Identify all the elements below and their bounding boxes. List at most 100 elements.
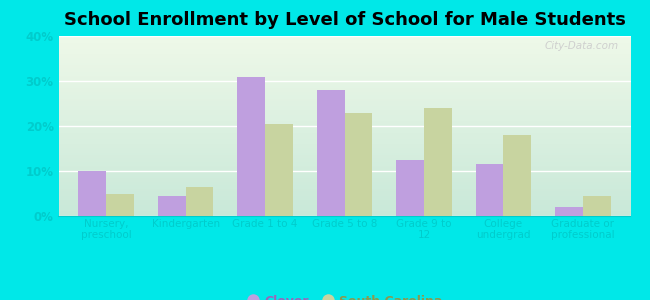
Bar	[58, 59, 630, 61]
Bar	[58, 151, 630, 153]
Bar	[58, 79, 630, 81]
Bar	[58, 184, 630, 185]
Bar	[58, 182, 630, 184]
Bar	[58, 207, 630, 209]
Bar	[58, 72, 630, 74]
Bar	[58, 119, 630, 121]
Bar	[58, 171, 630, 173]
Bar	[58, 65, 630, 67]
Bar	[58, 198, 630, 200]
Bar	[158, 196, 186, 216]
Bar	[58, 162, 630, 164]
Bar	[58, 176, 630, 178]
Bar	[58, 185, 630, 187]
Bar	[58, 205, 630, 207]
Bar	[58, 81, 630, 83]
Bar	[58, 178, 630, 180]
Bar	[58, 45, 630, 47]
Bar	[58, 193, 630, 194]
Bar	[58, 142, 630, 144]
Bar	[58, 56, 630, 58]
Bar	[58, 99, 630, 101]
Bar	[58, 61, 630, 63]
Bar	[186, 187, 213, 216]
Bar	[58, 86, 630, 88]
Bar	[58, 158, 630, 160]
Bar	[58, 104, 630, 106]
Bar	[583, 196, 610, 216]
Bar	[58, 196, 630, 198]
Bar	[58, 211, 630, 212]
Bar	[58, 85, 630, 86]
Bar	[58, 212, 630, 214]
Bar	[58, 49, 630, 50]
Bar	[58, 203, 630, 205]
Bar	[58, 67, 630, 68]
Bar	[58, 63, 630, 65]
Text: City-Data.com: City-Data.com	[545, 41, 619, 51]
Bar	[58, 157, 630, 158]
Bar	[237, 76, 265, 216]
Bar	[58, 140, 630, 142]
Bar	[58, 148, 630, 149]
Bar	[58, 115, 630, 117]
Bar	[58, 155, 630, 157]
Bar	[58, 169, 630, 171]
Bar	[58, 153, 630, 155]
Bar	[58, 43, 630, 45]
Bar	[58, 146, 630, 148]
Bar	[58, 166, 630, 167]
Legend: Clover, South Carolina: Clover, South Carolina	[240, 289, 448, 300]
Bar	[58, 41, 630, 43]
Bar	[58, 167, 630, 169]
Bar	[58, 121, 630, 122]
Bar	[317, 90, 345, 216]
Bar	[58, 144, 630, 146]
Bar	[58, 191, 630, 193]
Bar	[58, 76, 630, 77]
Bar	[58, 200, 630, 202]
Bar	[58, 92, 630, 94]
Bar	[58, 70, 630, 72]
Bar	[58, 131, 630, 133]
Bar	[58, 106, 630, 108]
Bar	[58, 175, 630, 176]
Bar	[58, 94, 630, 95]
Bar	[58, 164, 630, 166]
Bar	[58, 58, 630, 59]
Bar	[265, 124, 293, 216]
Bar	[58, 50, 630, 52]
Bar	[58, 187, 630, 189]
Bar	[58, 173, 630, 175]
Bar	[344, 112, 372, 216]
Bar	[58, 74, 630, 76]
Bar	[58, 83, 630, 85]
Bar	[424, 108, 452, 216]
Bar	[58, 68, 630, 70]
Bar	[58, 54, 630, 56]
Bar	[58, 103, 630, 104]
Bar	[58, 47, 630, 49]
Bar	[58, 149, 630, 151]
Bar	[58, 117, 630, 119]
Bar	[58, 108, 630, 110]
Bar	[58, 126, 630, 128]
Bar	[555, 207, 583, 216]
Bar	[58, 101, 630, 103]
Bar	[58, 90, 630, 92]
Title: School Enrollment by Level of School for Male Students: School Enrollment by Level of School for…	[64, 11, 625, 29]
Bar	[58, 88, 630, 90]
Bar	[58, 97, 630, 99]
Bar	[58, 160, 630, 162]
Bar	[58, 122, 630, 124]
Bar	[58, 189, 630, 191]
Bar	[58, 124, 630, 126]
Bar	[58, 36, 630, 38]
Bar	[79, 171, 106, 216]
Bar	[58, 40, 630, 41]
Bar	[58, 113, 630, 115]
Bar	[58, 128, 630, 130]
Bar	[58, 77, 630, 79]
Bar	[503, 135, 531, 216]
Bar	[58, 110, 630, 112]
